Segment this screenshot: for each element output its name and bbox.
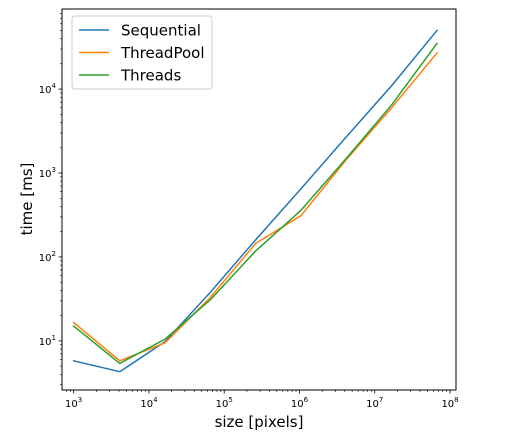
legend-label-threads: Threads (120, 67, 181, 85)
x-tick-label: 108 (441, 396, 458, 410)
y-tick-label: 101 (39, 334, 56, 348)
x-tick-label: 104 (140, 396, 158, 410)
x-tick-label: 106 (291, 396, 309, 410)
x-tick-label: 103 (65, 396, 82, 410)
series-line-threads (72, 42, 439, 365)
legend-box (71, 15, 213, 90)
y-tick-label: 103 (39, 166, 56, 180)
y-axis-ticks: 101 102 103 104 (39, 12, 62, 386)
legend-label-threadpool: ThreadPool (120, 44, 204, 62)
x-tick-label: 105 (216, 396, 233, 410)
y-tick-label: 104 (39, 82, 57, 96)
y-tick-label: 102 (39, 250, 56, 264)
series-line-sequential (72, 29, 439, 373)
x-axis-title: size [pixels] (215, 413, 304, 431)
plot-frame (61, 8, 457, 391)
legend-label-sequential: Sequential (121, 22, 201, 40)
y-axis-title: time [ms] (18, 163, 36, 236)
legend: Sequential ThreadPool Threads (71, 15, 213, 90)
x-tick-label: 107 (366, 396, 383, 410)
series-lines (72, 29, 439, 373)
x-axis-ticks: 103 104 105 106 107 108 (65, 390, 459, 410)
